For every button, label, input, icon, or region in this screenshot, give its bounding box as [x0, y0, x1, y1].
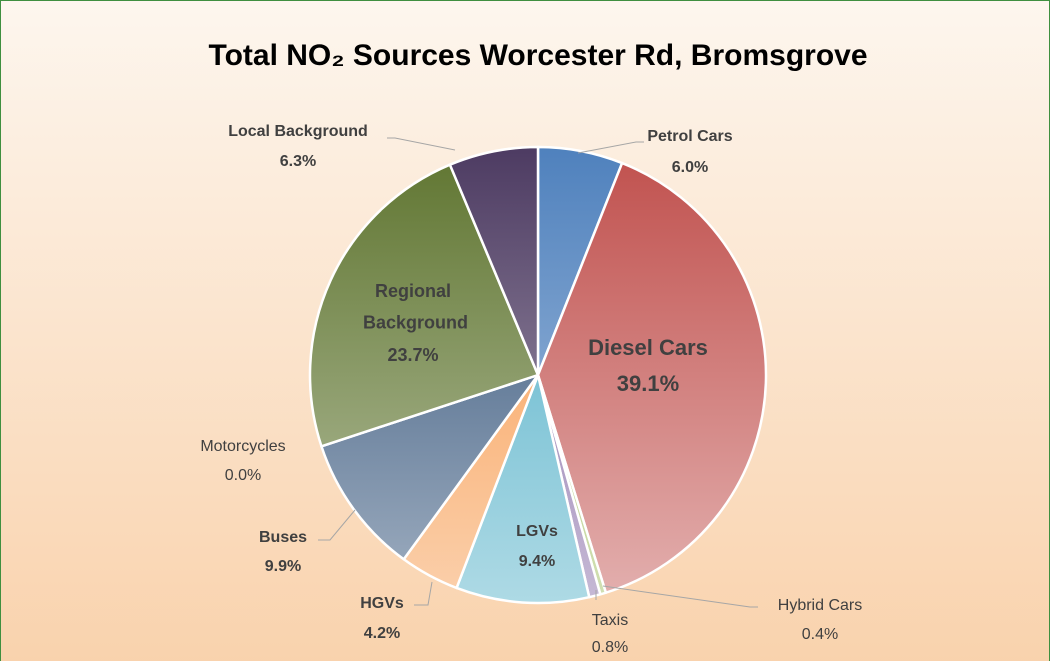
- value-label: 0.4%: [802, 626, 838, 643]
- leader-line: [577, 141, 644, 154]
- value-label: 4.2%: [364, 625, 400, 642]
- value-label: 9.9%: [265, 558, 301, 575]
- leader-line: [414, 581, 433, 606]
- pie-slice: [536, 161, 768, 594]
- leader-line: [602, 585, 758, 608]
- slice-label: Motorcycles: [200, 438, 285, 455]
- value-label: 0.8%: [592, 639, 628, 656]
- slice-label: Regional Background: [358, 281, 468, 333]
- slice-label: Hybrid Cars: [778, 597, 862, 614]
- leader-line: [318, 509, 356, 541]
- value-label: 9.4%: [519, 553, 555, 570]
- pie-slice: [308, 163, 540, 448]
- value-label: 23.7%: [387, 345, 438, 365]
- value-label: 6.0%: [672, 159, 708, 176]
- slice-label: Diesel Cars: [588, 335, 708, 360]
- pie-slice: [320, 373, 540, 561]
- leader-line: [387, 137, 456, 151]
- value-label: 39.1%: [617, 371, 679, 396]
- value-label: 6.3%: [280, 153, 316, 170]
- slice-label: Buses: [259, 529, 307, 546]
- chart-title: Total NO₂ Sources Worcester Rd, Bromsgro…: [208, 39, 867, 72]
- value-label: 0.0%: [225, 467, 261, 484]
- pie-slice: [455, 373, 591, 605]
- slice-label: LGVs: [516, 523, 558, 540]
- slice-label: Local Background: [228, 123, 368, 140]
- pie-slice: [448, 145, 540, 377]
- slice-label: Taxis: [592, 612, 628, 629]
- slice-label: HGVs: [360, 595, 404, 612]
- slice-label: Petrol Cars: [647, 128, 732, 145]
